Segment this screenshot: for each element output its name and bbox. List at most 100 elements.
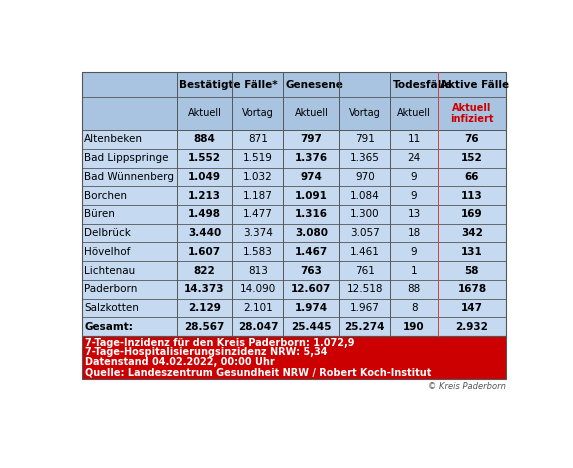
Bar bbox=[82, 224, 506, 242]
Text: 12.518: 12.518 bbox=[347, 285, 383, 294]
Text: 152: 152 bbox=[461, 153, 483, 163]
Text: Datenstand 04.02.2022, 00:00 Uhr: Datenstand 04.02.2022, 00:00 Uhr bbox=[85, 358, 275, 367]
Text: 797: 797 bbox=[300, 134, 322, 145]
Text: Delbrück: Delbrück bbox=[84, 228, 131, 238]
Text: 342: 342 bbox=[461, 228, 483, 238]
Text: 761: 761 bbox=[355, 265, 375, 276]
Text: 190: 190 bbox=[403, 322, 425, 332]
Text: Bestätigte Fälle*: Bestätigte Fälle* bbox=[179, 80, 277, 90]
Text: 763: 763 bbox=[300, 265, 322, 276]
Text: 974: 974 bbox=[300, 172, 322, 182]
Bar bbox=[82, 73, 506, 336]
Text: 28.047: 28.047 bbox=[238, 322, 278, 332]
Text: 18: 18 bbox=[407, 228, 421, 238]
Text: 1.084: 1.084 bbox=[350, 190, 380, 201]
Text: Aktuell: Aktuell bbox=[187, 109, 221, 118]
Text: Vortag: Vortag bbox=[349, 109, 380, 118]
Text: 3.057: 3.057 bbox=[350, 228, 380, 238]
Bar bbox=[82, 317, 506, 336]
Text: Salzkotten: Salzkotten bbox=[84, 303, 139, 313]
Text: 3.374: 3.374 bbox=[243, 228, 273, 238]
Text: 1.049: 1.049 bbox=[188, 172, 221, 182]
Text: Aktuell: Aktuell bbox=[397, 109, 431, 118]
Text: 1.467: 1.467 bbox=[295, 247, 328, 257]
Text: 1.607: 1.607 bbox=[188, 247, 221, 257]
Text: Quelle: Landeszentrum Gesundheit NRW / Robert Koch-Institut: Quelle: Landeszentrum Gesundheit NRW / R… bbox=[85, 367, 431, 377]
Text: Borchen: Borchen bbox=[84, 190, 127, 201]
Bar bbox=[82, 73, 506, 97]
Text: 1.552: 1.552 bbox=[188, 153, 221, 163]
Text: Genesene: Genesene bbox=[285, 80, 343, 90]
Bar bbox=[82, 97, 506, 130]
Text: 1678: 1678 bbox=[457, 285, 486, 294]
Text: 13: 13 bbox=[407, 209, 421, 219]
Text: 12.607: 12.607 bbox=[291, 285, 332, 294]
Text: Bad Lippspringe: Bad Lippspringe bbox=[84, 153, 169, 163]
Text: Bad Wünnenberg: Bad Wünnenberg bbox=[84, 172, 174, 182]
Text: 24: 24 bbox=[407, 153, 421, 163]
Text: 1.091: 1.091 bbox=[295, 190, 328, 201]
Text: 147: 147 bbox=[461, 303, 483, 313]
Text: 1.032: 1.032 bbox=[243, 172, 273, 182]
Text: 58: 58 bbox=[465, 265, 479, 276]
Text: 14.373: 14.373 bbox=[185, 285, 225, 294]
Text: 822: 822 bbox=[194, 265, 215, 276]
Text: 14.090: 14.090 bbox=[240, 285, 276, 294]
Text: 1.974: 1.974 bbox=[295, 303, 328, 313]
Text: 8: 8 bbox=[411, 303, 417, 313]
Text: Hövelhof: Hövelhof bbox=[84, 247, 131, 257]
Text: 1.477: 1.477 bbox=[243, 209, 273, 219]
Text: 9: 9 bbox=[411, 247, 417, 257]
Text: Aktive Fälle: Aktive Fälle bbox=[440, 80, 509, 90]
Text: 131: 131 bbox=[461, 247, 483, 257]
Text: 3.440: 3.440 bbox=[188, 228, 221, 238]
Text: 76: 76 bbox=[465, 134, 479, 145]
Text: 7-Tage-Hospitalisierungsinzidenz NRW: 5,34: 7-Tage-Hospitalisierungsinzidenz NRW: 5,… bbox=[85, 347, 328, 358]
Text: 1.365: 1.365 bbox=[350, 153, 380, 163]
Text: 1.213: 1.213 bbox=[188, 190, 221, 201]
Text: Vortag: Vortag bbox=[242, 109, 274, 118]
Text: © Kreis Paderborn: © Kreis Paderborn bbox=[428, 381, 506, 391]
Text: 2.129: 2.129 bbox=[188, 303, 221, 313]
Text: 813: 813 bbox=[248, 265, 268, 276]
Text: 9: 9 bbox=[411, 190, 417, 201]
Text: 970: 970 bbox=[355, 172, 375, 182]
Text: 1.519: 1.519 bbox=[243, 153, 273, 163]
Text: 66: 66 bbox=[465, 172, 479, 182]
Text: Gesamt:: Gesamt: bbox=[84, 322, 134, 332]
Bar bbox=[82, 130, 506, 149]
Text: 1.316: 1.316 bbox=[295, 209, 328, 219]
Bar bbox=[82, 242, 506, 261]
Text: 791: 791 bbox=[355, 134, 375, 145]
Text: 2.932: 2.932 bbox=[456, 322, 488, 332]
Text: Aktuell
infiziert: Aktuell infiziert bbox=[450, 102, 494, 124]
Text: 1.376: 1.376 bbox=[295, 153, 328, 163]
Text: 25.274: 25.274 bbox=[344, 322, 385, 332]
Text: 88: 88 bbox=[407, 285, 421, 294]
Text: 1.498: 1.498 bbox=[188, 209, 221, 219]
Text: 9: 9 bbox=[411, 172, 417, 182]
Text: 1.300: 1.300 bbox=[350, 209, 380, 219]
Text: 3.080: 3.080 bbox=[295, 228, 328, 238]
Bar bbox=[82, 149, 506, 168]
Text: 2.101: 2.101 bbox=[243, 303, 273, 313]
Text: 1.187: 1.187 bbox=[243, 190, 273, 201]
Text: Aktuell: Aktuell bbox=[295, 109, 328, 118]
Text: 1.461: 1.461 bbox=[350, 247, 380, 257]
Bar bbox=[82, 168, 506, 186]
Text: Büren: Büren bbox=[84, 209, 115, 219]
Text: 1: 1 bbox=[411, 265, 417, 276]
Text: 28.567: 28.567 bbox=[185, 322, 225, 332]
Text: Lichtenau: Lichtenau bbox=[84, 265, 136, 276]
Text: 25.445: 25.445 bbox=[291, 322, 332, 332]
Text: 113: 113 bbox=[461, 190, 483, 201]
Text: 884: 884 bbox=[194, 134, 215, 145]
Bar bbox=[82, 336, 506, 379]
Bar bbox=[82, 205, 506, 224]
Text: 871: 871 bbox=[248, 134, 268, 145]
Text: 7-Tage-Inzidenz für den Kreis Paderborn: 1.072,9: 7-Tage-Inzidenz für den Kreis Paderborn:… bbox=[85, 337, 355, 348]
Text: Paderborn: Paderborn bbox=[84, 285, 138, 294]
Bar bbox=[82, 299, 506, 317]
Text: 169: 169 bbox=[461, 209, 482, 219]
Bar bbox=[82, 280, 506, 299]
